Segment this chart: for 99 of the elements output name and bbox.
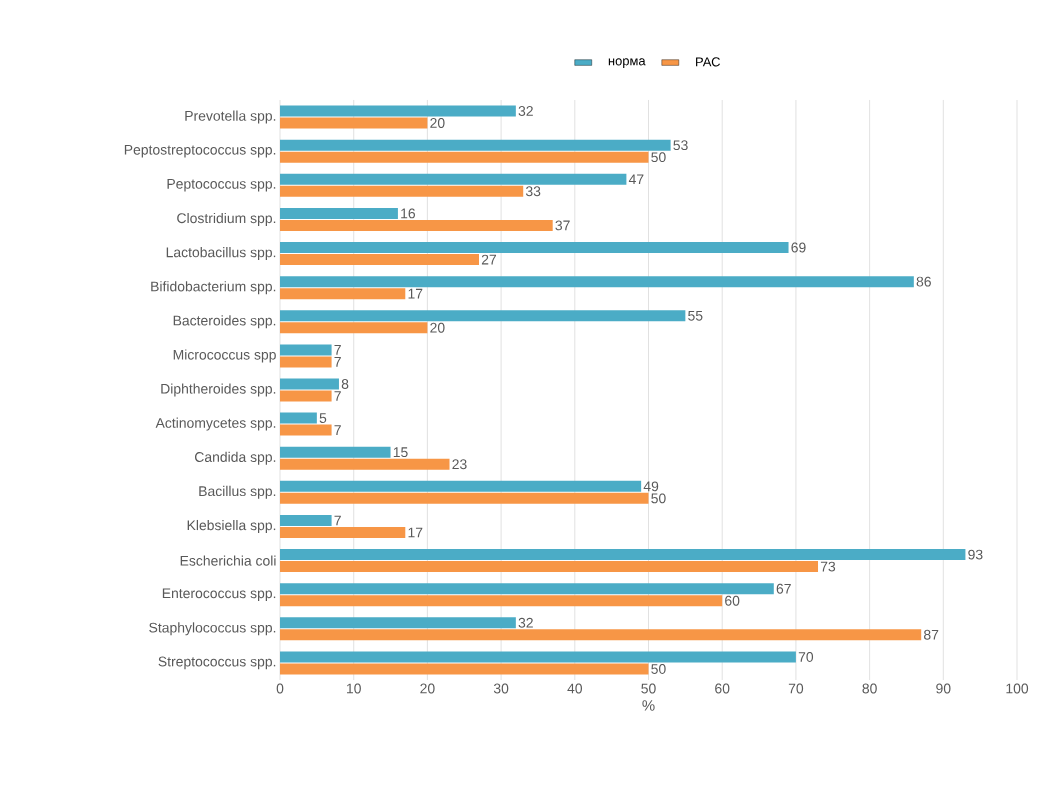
- y-tick-label: Bacillus spp.: [199, 485, 276, 499]
- x-tick-label: 0: [276, 683, 284, 694]
- data-label: 23: [452, 459, 467, 470]
- data-label: 7: [334, 391, 341, 401]
- bar: [280, 629, 922, 641]
- data-label: 5: [319, 413, 327, 423]
- bar: [280, 254, 479, 266]
- bar: [280, 480, 642, 492]
- data-label: 27: [481, 254, 497, 265]
- y-tick-label: Peptostreptococcus spp.: [124, 144, 276, 158]
- y-tick-label: Diphtheroides spp.: [161, 383, 276, 397]
- bar: [280, 276, 914, 288]
- x-tick-label: 40: [567, 683, 583, 694]
- bar: [280, 185, 524, 197]
- bar: [280, 651, 796, 663]
- data-label: 20: [430, 118, 445, 128]
- bar: [280, 561, 819, 573]
- bar: [280, 207, 398, 219]
- data-label: 7: [334, 515, 341, 526]
- bar: [280, 288, 406, 300]
- data-label: 69: [791, 242, 806, 253]
- x-tick-label: 20: [420, 683, 435, 694]
- bar: [280, 663, 649, 675]
- x-tick-label: 100: [1006, 683, 1029, 694]
- y-tick-label: Peptococcus spp.: [167, 179, 276, 192]
- data-label: 67: [776, 583, 791, 594]
- data-label: 70: [798, 651, 814, 662]
- bar: [280, 310, 686, 322]
- data-label: 16: [401, 208, 416, 219]
- bar: [280, 242, 789, 254]
- x-tick-label: 80: [862, 683, 877, 694]
- bar: [280, 356, 332, 368]
- data-label: 50: [651, 152, 666, 163]
- y-tick-label: Micrococcus spp: [173, 349, 276, 363]
- bar: [280, 492, 649, 504]
- y-tick-label: Staphylococcus spp.: [149, 622, 276, 636]
- bar: [280, 412, 317, 424]
- y-tick-label: Bacteroides spp.: [173, 315, 276, 329]
- data-label: 49: [643, 481, 659, 492]
- data-label: 93: [968, 549, 983, 560]
- bar: [280, 173, 627, 185]
- data-label: 37: [555, 220, 570, 231]
- bar: [280, 549, 966, 561]
- x-tick-label: 50: [641, 683, 656, 694]
- bar: [280, 322, 428, 334]
- bar: [280, 378, 339, 390]
- data-label: 7: [334, 425, 341, 435]
- data-label: 33: [525, 186, 541, 197]
- bar: [280, 344, 332, 356]
- y-tick-label: Actinomycetes spp.: [155, 417, 276, 431]
- y-tick-label: Klebsiella spp.: [187, 519, 276, 533]
- bar: [280, 446, 391, 458]
- x-tick-label: 90: [936, 683, 951, 694]
- y-tick-label: Candida spp.: [194, 451, 276, 465]
- data-label: 32: [518, 617, 533, 628]
- data-label: 7: [334, 345, 341, 355]
- y-tick-label: Escherichia coli: [180, 555, 276, 566]
- y-tick-label: Streptococcus spp.: [158, 656, 276, 670]
- bar: [280, 595, 723, 607]
- bar: [280, 617, 516, 629]
- bar: [280, 139, 671, 151]
- data-label: 20: [430, 322, 445, 333]
- bar: [280, 105, 516, 117]
- bar: [280, 583, 774, 595]
- data-label: 73: [820, 561, 836, 572]
- data-label: 53: [673, 140, 688, 151]
- data-label: 55: [688, 310, 703, 321]
- x-tick-label: 30: [493, 683, 509, 694]
- bar: [280, 390, 332, 402]
- data-label: 32: [518, 106, 533, 116]
- data-label: 86: [916, 276, 931, 287]
- data-label: 8: [341, 379, 349, 389]
- data-label: 17: [408, 288, 423, 299]
- x-tick-label: 60: [715, 683, 730, 694]
- x-tick-label: 70: [788, 683, 804, 694]
- bar: [280, 117, 428, 129]
- bar: [280, 151, 649, 163]
- bar: [280, 219, 553, 231]
- legend-label: норма: [608, 58, 646, 68]
- x-axis-title: %: [642, 700, 655, 711]
- bar: [280, 424, 332, 436]
- data-label: 87: [924, 629, 939, 640]
- y-tick-label: Enterococcus spp.: [162, 588, 276, 601]
- x-tick-label: 10: [347, 683, 361, 694]
- data-label: 7: [334, 357, 341, 367]
- data-label: 15: [393, 447, 408, 458]
- y-tick-label: Clostridium spp.: [177, 212, 276, 226]
- y-tick-label: Prevotella spp.: [185, 110, 276, 124]
- data-label: 47: [628, 174, 644, 185]
- bar: [280, 458, 450, 470]
- y-tick-label: Bifidobacterium spp.: [151, 281, 276, 295]
- legend-label: РАС: [696, 57, 720, 67]
- bar: [280, 514, 332, 526]
- data-label: 50: [651, 493, 666, 504]
- data-label: 60: [725, 595, 740, 606]
- bar: [280, 526, 406, 538]
- y-tick-label: Lactobacillus spp.: [166, 247, 276, 261]
- data-label: 50: [651, 663, 666, 674]
- data-label: 17: [408, 527, 423, 538]
